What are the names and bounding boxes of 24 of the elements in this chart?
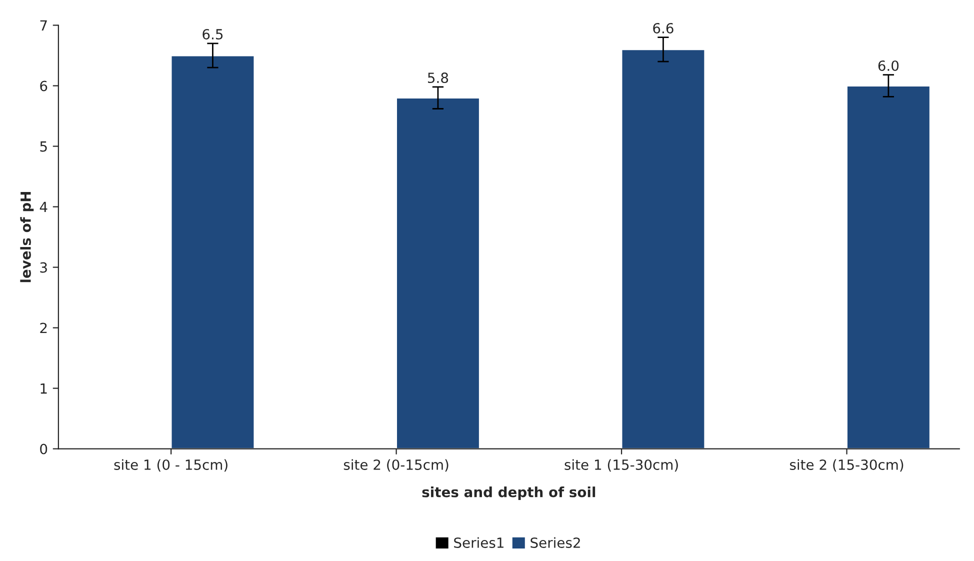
y-tick-label: 2 (40, 322, 47, 334)
x-tick-label: site 1 (15-30cm) (564, 459, 678, 472)
y-tick-label: 1 (40, 383, 47, 394)
x-tick-label: site 1 (0 - 15cm) (114, 459, 228, 472)
legend-label: Series2 (530, 537, 580, 548)
data-label: 5.8 (428, 72, 448, 84)
x-axis-title: sites and depth of soil (422, 486, 596, 500)
y-tick-label: 4 (40, 202, 48, 212)
y-tick-label: 3 (40, 262, 47, 273)
y-axis-title: levels of pH (20, 192, 34, 282)
y-tick-label: 6 (40, 80, 48, 92)
y-tick-label: 0 (40, 444, 48, 454)
data-label: 6.6 (653, 22, 674, 34)
bar (846, 85, 931, 449)
bar (170, 54, 256, 449)
legend-label: Series1 (454, 537, 504, 548)
y-tick-label: 7 (40, 20, 47, 31)
data-label: 6.5 (202, 28, 223, 40)
bar (396, 97, 480, 449)
data-label: 6.0 (878, 60, 899, 71)
x-tick-label: site 2 (0-15cm) (344, 459, 448, 472)
x-tick-label: site 2 (15-30cm) (790, 459, 904, 472)
bar (620, 48, 706, 449)
y-tick-label: 5 (40, 141, 47, 152)
